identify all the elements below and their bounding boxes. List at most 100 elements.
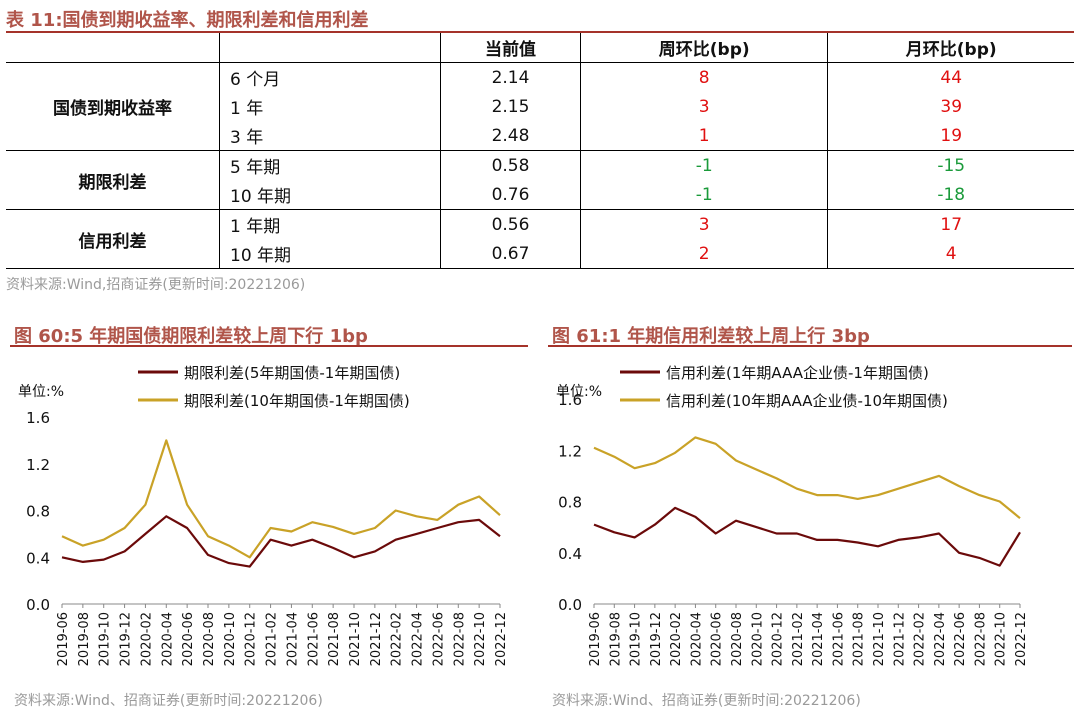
- chart61-svg: 单位:%1.6 1.2 0.8 0.4 0.0 2019-06 2019-08 2019-10…: [556, 364, 1029, 666]
- table-source: 资料来源:Wind,招商证券(更新时间:20221206): [6, 277, 306, 293]
- row-wow: 3: [579, 209, 828, 239]
- table-caption: 表 11:国债到期收益率、期限利差和信用利差: [6, 10, 369, 31]
- x-tick-label: 2019-06: [56, 612, 71, 666]
- x-tick-label: 2021-06: [306, 612, 321, 666]
- x-tick-label: 2022-04: [933, 612, 948, 666]
- x-tick-label: 2021-08: [327, 612, 342, 666]
- row-wow: -1: [579, 150, 828, 180]
- row-mom: 44: [827, 62, 1074, 92]
- chart60-caption: 图 60:5 年期国债期限利差较上周下行 1bp: [14, 326, 368, 347]
- x-tick-label: 2022-06: [431, 612, 446, 666]
- x-tick-label: 2022-06: [953, 612, 968, 666]
- header-blank-group: [6, 33, 220, 63]
- series-line-1: [61, 515, 501, 568]
- series-line-2: [61, 439, 501, 559]
- chart60-caption-rule: [10, 345, 528, 347]
- row-value: 2.15: [440, 92, 581, 121]
- chart61-caption: 图 61:1 年期信用利差较上周上行 3bp: [552, 326, 870, 347]
- x-tick-label: 2022-12: [494, 612, 509, 666]
- x-tick-label: 2019-12: [649, 612, 664, 666]
- row-mom: 4: [827, 239, 1074, 269]
- unit-label: 单位:%: [556, 384, 602, 400]
- row-label: 6 个月: [219, 62, 441, 92]
- row-mom: -15: [827, 150, 1074, 180]
- x-tick-label: 2021-02: [791, 612, 806, 666]
- row-wow: -1: [579, 180, 828, 210]
- series-line-1: [593, 506, 1021, 567]
- row-value: 2.48: [440, 121, 581, 151]
- row-wow: 3: [579, 92, 828, 121]
- row-label: 10 年期: [219, 180, 441, 210]
- row-label: 10 年期: [219, 239, 441, 269]
- x-tick-label: 2021-06: [831, 612, 846, 666]
- y-tick-label: 0.8: [26, 503, 50, 521]
- chart61-caption-rule: [548, 345, 1072, 347]
- chart60-container: 单位:% 1.6 1.2 0.8 0.4 0.0 2019-06 2019-08 2019-10…: [10, 350, 530, 685]
- legend-label-1: 期限利差(5年期国债-1年期国债): [184, 364, 400, 382]
- x-tick-label: 2021-02: [265, 612, 280, 666]
- chart60-svg: 单位:% 1.6 1.2 0.8 0.4 0.0 2019-06 2019-08 2019-10…: [18, 364, 509, 666]
- row-label: 1 年期: [219, 209, 441, 239]
- x-tick-label: 2020-02: [669, 612, 684, 666]
- x-tick-label: 2022-02: [913, 612, 928, 666]
- x-tick-label: 2020-06: [710, 612, 725, 666]
- y-tick-label: 1.6: [558, 391, 582, 409]
- table-row: 10 年期 0.76 -1 -18: [6, 180, 1074, 210]
- x-tick-label: 2020-08: [202, 612, 217, 666]
- header-mom: 月环比(bp): [827, 33, 1074, 63]
- chart61-container: 单位:% 1.6 1.2 0.8 0.4 0.0 2019-06 2019-08 2019-10…: [548, 350, 1072, 685]
- row-label: 5 年期: [219, 150, 441, 180]
- row-value: 0.67: [440, 239, 581, 269]
- x-tick-label: 2020-06: [181, 612, 196, 666]
- x-tick-label: 2022-04: [411, 612, 426, 666]
- group-name-term-spread: 期限利差: [6, 150, 220, 210]
- x-tick-label: 2019-10: [629, 612, 644, 666]
- table-header-row: 当前值 周环比(bp) 月环比(bp): [6, 33, 1074, 63]
- x-tick-label: 2022-08: [452, 612, 467, 666]
- row-value: 0.76: [440, 180, 581, 210]
- row-value: 0.56: [440, 209, 581, 239]
- row-value: 0.58: [440, 150, 581, 180]
- yield-spread-table: 当前值 周环比(bp) 月环比(bp) 国债到期收益率 6 个月 2.14 8 …: [6, 33, 1074, 269]
- x-tick-label: 2021-10: [872, 612, 887, 666]
- x-tick-label: 2019-12: [119, 612, 134, 666]
- table-caption-rule: [6, 31, 1074, 33]
- x-tick-label: 2020-12: [244, 612, 259, 666]
- y-tick-label: 1.2: [26, 456, 50, 474]
- x-tick-label: 2022-12: [1014, 612, 1029, 666]
- y-tick-label: 1.2: [558, 442, 582, 460]
- x-tick-label: 2019-08: [77, 612, 92, 666]
- unit-label: 单位:%: [18, 384, 64, 400]
- x-tick-label: 2021-04: [811, 612, 826, 666]
- table-row: 国债到期收益率 6 个月 2.14 8 44: [6, 62, 1074, 151]
- y-tick-label: 0.0: [558, 596, 582, 614]
- x-tick-label: 2020-12: [771, 612, 786, 666]
- group-name-treasury: 国债到期收益率: [6, 62, 220, 151]
- x-tick-label: 2021-04: [285, 612, 300, 666]
- x-tick-label: 2020-10: [750, 612, 765, 666]
- header-blank-label: [219, 33, 441, 63]
- chart61-source: 资料来源:Wind、招商证券(更新时间:20221206): [552, 693, 861, 709]
- table-row: 期限利差 5 年期 0.58 -1 -15: [6, 150, 1074, 210]
- x-tick-label: 2021-08: [852, 612, 867, 666]
- header-current-value: 当前值: [440, 33, 581, 63]
- y-tick-label: 0.4: [558, 545, 582, 563]
- table-row: 信用利差 1 年期 0.56 3 17: [6, 209, 1074, 269]
- row-mom: 17: [827, 209, 1074, 239]
- y-tick-label: 0.4: [26, 549, 50, 567]
- x-tick-label: 2020-04: [689, 612, 704, 666]
- row-wow: 8: [579, 62, 828, 92]
- x-tick-label: 2019-08: [608, 612, 623, 666]
- row-mom: -18: [827, 180, 1074, 210]
- x-tick-label: 2020-04: [160, 612, 175, 666]
- series-line-2: [593, 436, 1021, 520]
- table-row: 3 年 2.48 1 19: [6, 121, 1074, 151]
- group-name-credit-spread: 信用利差: [6, 209, 220, 269]
- row-wow: 1: [579, 121, 828, 151]
- legend-label-2: 信用利差(10年期AAA企业债-10年期国债): [666, 392, 948, 410]
- x-tick-label: 2021-12: [369, 612, 384, 666]
- table-row: 10 年期 0.67 2 4: [6, 239, 1074, 269]
- x-tick-label: 2022-08: [973, 612, 988, 666]
- x-tick-label: 2021-12: [892, 612, 907, 666]
- table-row: 1 年 2.15 3 39: [6, 92, 1074, 121]
